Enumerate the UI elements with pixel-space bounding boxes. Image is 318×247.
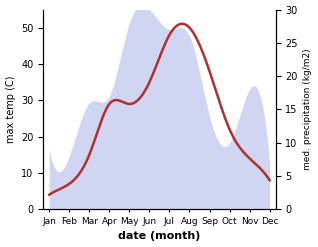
X-axis label: date (month): date (month) [118,231,201,242]
Y-axis label: max temp (C): max temp (C) [5,76,16,143]
Y-axis label: med. precipitation (kg/m2): med. precipitation (kg/m2) [303,49,313,170]
